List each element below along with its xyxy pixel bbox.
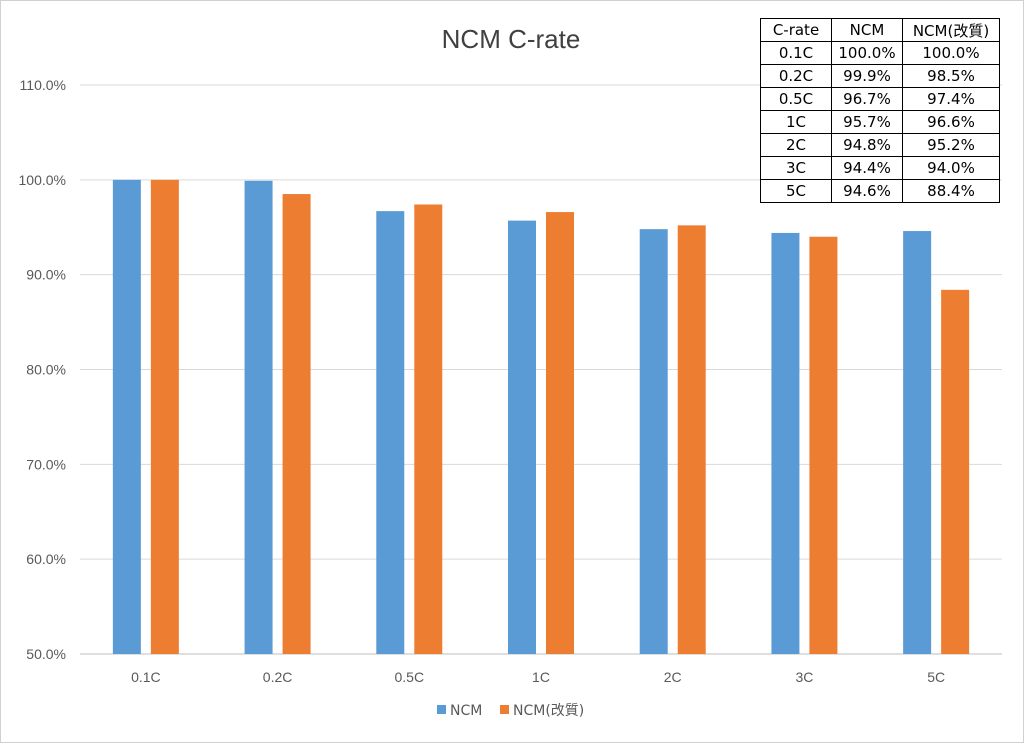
- bar: [809, 236, 838, 654]
- table-row: 2C 94.8% 95.2%: [760, 133, 1000, 157]
- table-cell: 2C: [760, 133, 832, 157]
- legend-label: NCM: [450, 703, 482, 719]
- table-cell: 0.5C: [760, 87, 832, 111]
- x-tick-label: 0.5C: [394, 669, 424, 685]
- y-tick-label: 90.0%: [26, 267, 66, 283]
- table-cell: 96.7%: [831, 87, 903, 111]
- x-tick-label: 0.1C: [131, 669, 161, 685]
- bar: [150, 179, 179, 655]
- legend-swatch: [437, 705, 446, 714]
- bar: [508, 220, 536, 654]
- bar: [244, 180, 273, 654]
- y-tick-label: 100.0%: [19, 172, 66, 188]
- table-row: 0.2C 99.9% 98.5%: [760, 64, 1000, 88]
- table-cell: 1C: [760, 110, 832, 134]
- x-tick-label: 2C: [664, 669, 682, 685]
- bar: [639, 229, 668, 654]
- table-cell: 94.8%: [831, 133, 903, 157]
- table-cell: 0.2C: [760, 64, 832, 88]
- bar: [546, 212, 574, 654]
- table-cell: 99.9%: [831, 64, 903, 88]
- table-cell: 3C: [760, 156, 832, 180]
- table-row: 1C 95.7% 96.6%: [760, 110, 1000, 134]
- table-header-row: C-rate NCM NCM(改質): [760, 18, 1000, 42]
- y-tick-label: 60.0%: [26, 551, 66, 567]
- table-cell: 96.6%: [902, 110, 1000, 134]
- table-cell: 95.7%: [831, 110, 903, 134]
- table-row: 3C 94.4% 94.0%: [760, 156, 1000, 180]
- bar: [376, 211, 405, 654]
- table-row: 0.5C 96.7% 97.4%: [760, 87, 1000, 111]
- legend-label: NCM(改質): [513, 703, 584, 719]
- table-cell: 100.0%: [902, 41, 1000, 65]
- bar: [941, 289, 970, 654]
- x-tick-label: 5C: [927, 669, 945, 685]
- table-cell: 98.5%: [902, 64, 1000, 88]
- y-axis-ticks: 50.0% 60.0% 70.0% 80.0% 90.0% 100.0% 110.0%: [19, 77, 66, 662]
- y-tick-label: 50.0%: [26, 646, 66, 662]
- table-cell: 0.1C: [760, 41, 832, 65]
- table-row: 0.1C 100.0% 100.0%: [760, 41, 1000, 65]
- bar: [414, 204, 443, 655]
- legend-swatch: [500, 705, 509, 714]
- data-table: C-rate NCM NCM(改質) 0.1C 100.0% 100.0% 0.…: [760, 18, 1000, 203]
- bars: [112, 179, 970, 655]
- x-tick-label: 1C: [532, 669, 550, 685]
- y-tick-label: 70.0%: [26, 456, 66, 472]
- bar: [677, 225, 706, 654]
- table-cell: 88.4%: [902, 179, 1000, 203]
- x-tick-label: 0.2C: [263, 669, 293, 685]
- bar: [903, 231, 932, 654]
- y-tick-label: 110.0%: [20, 77, 66, 93]
- table-header-cell: C-rate: [760, 18, 832, 42]
- table-cell: 5C: [760, 179, 832, 203]
- y-tick-label: 80.0%: [26, 362, 66, 378]
- bar: [282, 194, 311, 654]
- table-cell: 97.4%: [902, 87, 1000, 111]
- table-cell: 100.0%: [831, 41, 903, 65]
- table-header-cell: NCM: [831, 18, 903, 42]
- x-axis-ticks: 0.1C 0.2C 0.5C 1C 2C 3C 5C: [131, 669, 945, 685]
- table-cell: 94.4%: [831, 156, 903, 180]
- bar: [771, 232, 800, 654]
- bar: [112, 179, 141, 655]
- table-row: 5C 94.6% 88.4%: [760, 179, 1000, 203]
- x-tick-label: 3C: [795, 669, 813, 685]
- table-cell: 94.6%: [831, 179, 903, 203]
- chart-title: NCM C-rate: [442, 24, 581, 54]
- table-cell: 94.0%: [902, 156, 1000, 180]
- table-header-cell: NCM(改質): [902, 18, 1000, 42]
- legend: NCM NCM(改質): [437, 703, 584, 719]
- table-cell: 95.2%: [902, 133, 1000, 157]
